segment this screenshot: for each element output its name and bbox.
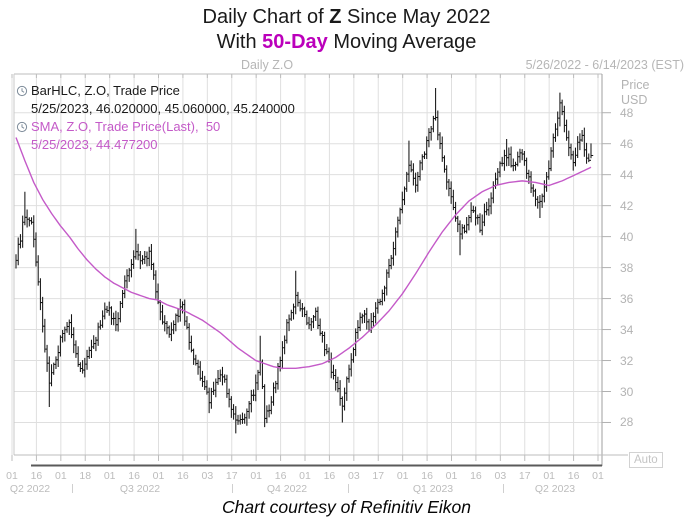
legend-sma-series-values: 5/25/2023, 44.477200 — [16, 136, 295, 154]
x-tick-label: 16 — [128, 470, 140, 482]
clock-icon — [16, 85, 28, 97]
x-tick-label: 16 — [30, 470, 43, 482]
x-tick-label: 01 — [592, 470, 604, 482]
x-tick-label: 18 — [79, 470, 92, 482]
x-tick-label: 03 — [494, 470, 507, 482]
x-tick-label: 16 — [567, 470, 580, 482]
x-tick-label: 01 — [152, 470, 165, 482]
title-ticker: Z — [329, 6, 342, 28]
quarter-label: Q2 2022 — [9, 483, 51, 495]
clock-icon — [16, 121, 28, 133]
x-tick-label: 03 — [347, 470, 360, 482]
chart-date-range-label: 5/26/2022 - 6/14/2023 (EST) — [525, 58, 684, 72]
x-tick-label: 01 — [299, 470, 311, 482]
x-tick-label: 16 — [421, 470, 433, 482]
x-tick-label: 03 — [201, 470, 214, 482]
x-tick-label: 16 — [177, 470, 189, 482]
legend-block: BarHLC, Z.O, Trade Price 5/25/2023, 46.0… — [16, 82, 295, 154]
legend-sma-values-text: 5/25/2023, 44.477200 — [31, 137, 158, 152]
sma-50-line-path — [15, 137, 592, 369]
legend-bar-series-values: 5/25/2023, 46.020000, 45.060000, 45.2400… — [16, 100, 295, 118]
y-tick-label: 36 — [620, 291, 634, 306]
quarter-separator — [72, 484, 73, 493]
legend-bar-values-text: 5/25/2023, 46.020000, 45.060000, 45.2400… — [31, 101, 295, 116]
grid-layer — [11, 74, 602, 455]
title-line2-suffix: Moving Average — [327, 31, 477, 53]
x-tick-label: 01 — [396, 470, 409, 482]
title-line1-suffix: Since May 2022 — [341, 6, 491, 28]
chart-instrument-label: Daily Z.O — [240, 58, 294, 72]
title-line1-prefix: Daily Chart of — [202, 6, 330, 28]
x-tick-label: 17 — [372, 470, 385, 482]
x-tick-label: 17 — [225, 470, 238, 482]
y-tick-label: 34 — [620, 322, 634, 337]
quarter-label: Q4 2022 — [266, 483, 308, 495]
x-tick-label: 01 — [445, 470, 458, 482]
x-tick-label: 17 — [518, 470, 531, 482]
y-tick-label: 32 — [620, 353, 634, 368]
quarter-separator — [232, 484, 233, 493]
title-line2-prefix: With — [216, 31, 263, 53]
quarter-label: Q3 2022 — [119, 483, 161, 495]
y-tick-label: 30 — [620, 384, 634, 399]
legend-row-sma-series[interactable]: SMA, Z.O, Trade Price(Last), 50 — [16, 118, 295, 136]
x-tick-label: 01 — [543, 470, 555, 482]
y-tick-label: 46 — [620, 136, 634, 151]
y-tick-label: 28 — [620, 415, 634, 430]
y-tick-label: 42 — [620, 198, 634, 213]
x-tick-label: 01 — [6, 470, 18, 482]
chart-title: Daily Chart of Z Since May 2022 With 50-… — [0, 5, 693, 55]
sma-line-series — [15, 137, 592, 369]
legend-sma-series-label: SMA, Z.O, Trade Price(Last), 50 — [31, 119, 221, 134]
title-line-1: Daily Chart of Z Since May 2022 — [0, 5, 693, 30]
y-tick-label: 38 — [620, 260, 634, 275]
title-line-2: With 50-Day Moving Average — [0, 30, 693, 55]
quarter-separator — [348, 484, 349, 493]
title-sma-highlight: 50-Day — [262, 31, 328, 53]
quarter-label: Q2 2023 — [534, 483, 576, 495]
legend-bar-series-label: BarHLC, Z.O, Trade Price — [31, 83, 180, 98]
footer-credit: Chart courtesy of Refinitiv Eikon — [222, 497, 471, 517]
y-tick-label: 44 — [620, 167, 634, 182]
price-axis-title: Price — [621, 78, 650, 92]
axis-frame — [11, 73, 628, 467]
price-bars-series — [15, 87, 594, 434]
quarter-separator — [503, 484, 504, 493]
hlc-bars-path — [15, 87, 594, 434]
x-tick-label: 16 — [274, 470, 287, 482]
x-tick-label: 01 — [54, 470, 67, 482]
auto-scale-button[interactable]: Auto — [629, 452, 663, 468]
quarter-label: Q1 2023 — [412, 483, 454, 495]
y-tick-label: 40 — [620, 229, 634, 244]
x-tick-label: 01 — [250, 470, 262, 482]
y-tick-label: 48 — [620, 105, 634, 120]
legend-row-bar-series[interactable]: BarHLC, Z.O, Trade Price — [16, 82, 295, 100]
x-tick-label: 16 — [323, 470, 336, 482]
price-axis-currency: USD — [621, 93, 648, 107]
x-tick-label: 16 — [470, 470, 482, 482]
x-tick-label: 01 — [103, 470, 116, 482]
